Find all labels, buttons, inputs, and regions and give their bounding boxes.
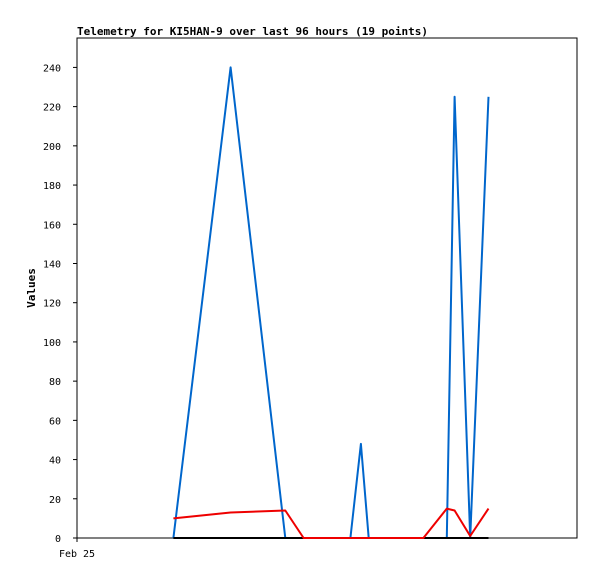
y-axis-label: Values [25, 268, 38, 308]
chart-title: Telemetry for KI5HAN-9 over last 96 hour… [77, 25, 428, 38]
y-tick-label: 0 [55, 534, 61, 545]
y-tick-label: 180 [43, 181, 61, 192]
y-tick-label: 160 [43, 220, 61, 231]
plot-area [76, 37, 578, 539]
x-tick-label: Feb 25 [59, 549, 95, 560]
y-tick-label: 20 [49, 495, 61, 506]
y-tick-label: 140 [43, 259, 61, 270]
y-tick-label: 200 [43, 142, 61, 153]
y-axis: 0 20 40 60 80 100 120 140 160 180 200 220 240 [43, 63, 77, 545]
y-tick-label: 80 [49, 377, 61, 388]
y-tick-label: 60 [49, 416, 61, 427]
y-tick-label: 100 [43, 338, 61, 349]
series-line-3 [173, 507, 490, 539]
x-axis: Feb 25 [59, 538, 95, 560]
y-tick-label: 120 [43, 299, 61, 310]
y-tick-label: 240 [43, 63, 61, 74]
y-tick-label: 40 [49, 456, 61, 467]
y-tick-label: 220 [43, 103, 61, 114]
series-line-1 [172, 66, 490, 539]
series-layer [172, 66, 490, 539]
